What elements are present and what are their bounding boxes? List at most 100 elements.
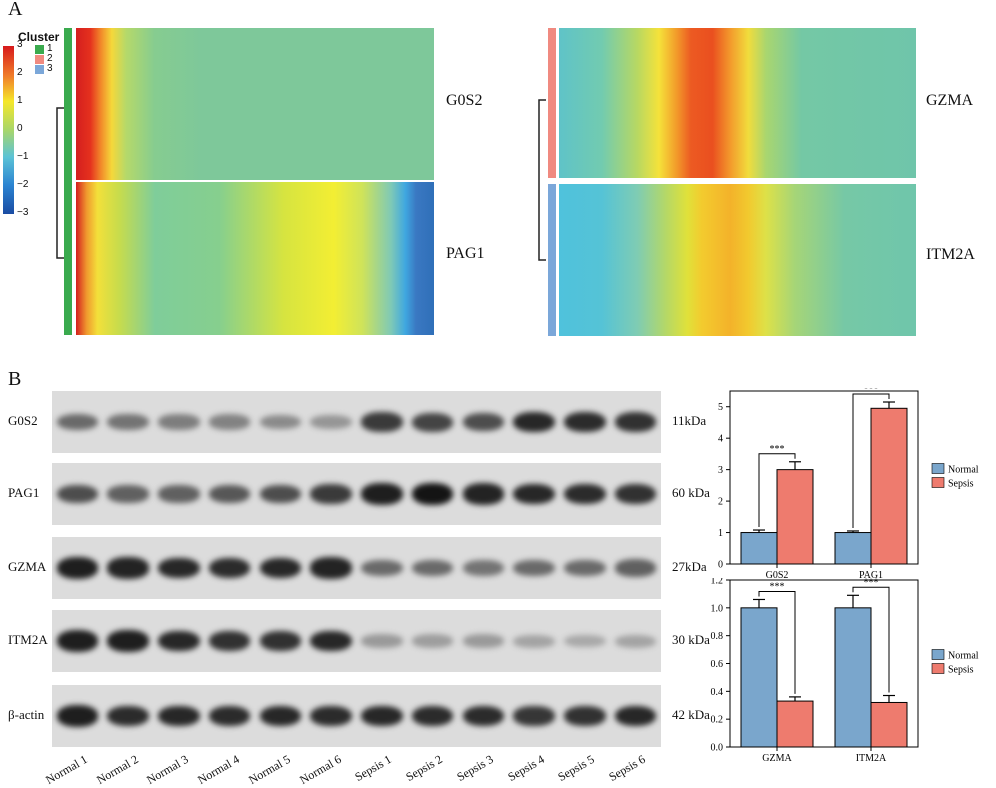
lane-label: Sepsis 6: [606, 752, 648, 784]
blot-band: [158, 557, 200, 579]
blot-band: [208, 485, 251, 503]
color-scale-tick: 2: [17, 67, 23, 78]
lane-label: Sepsis 2: [403, 752, 445, 784]
lane-label: Normal 4: [195, 752, 242, 787]
right-gene-label-2: ITM2A: [926, 246, 975, 263]
blot-kda-label: 30 kDa: [672, 632, 710, 647]
color-scale-bar: [3, 46, 14, 214]
blot-band: [513, 411, 555, 433]
blot-band: [158, 705, 200, 727]
blot-band: [361, 412, 403, 432]
y-tick-label: 0: [718, 560, 723, 571]
bar: [834, 607, 872, 748]
y-tick-label: 0.2: [711, 715, 724, 726]
y-tick-label: 4: [718, 434, 723, 445]
blot-band: [158, 630, 200, 652]
blot-band: [107, 630, 149, 652]
significance-label: ***: [770, 581, 785, 592]
significance-bracket: [758, 590, 796, 694]
significance-label: ***: [864, 388, 879, 395]
blot-band: [411, 559, 454, 577]
lane-label: Sepsis 1: [352, 752, 394, 784]
cluster-swatch: [35, 65, 44, 74]
blot-band: [208, 705, 251, 727]
lane-label: Normal 5: [245, 752, 293, 787]
blot-band: [462, 412, 505, 432]
blot-strip: [52, 610, 661, 672]
bar-chart-gzma-itm2a: 0.0 0.2 0.4 0.6 0.8 1.0 1.2 *** GZMA *** ITM2A Norm…: [711, 578, 979, 764]
blot-band: [564, 705, 606, 727]
blot-kda-label: 42 kDa: [672, 707, 710, 722]
y-tick-label: 1: [718, 528, 723, 539]
bar-chart-g0s2-pag1: 0 1 2 3 4 5 *** G0S2 *** PAG1 Normal Sepsis: [718, 388, 979, 578]
blot-band: [361, 705, 403, 727]
blot-band: [56, 630, 99, 652]
color-scale-tick: 1: [17, 95, 23, 106]
legend-swatch: [931, 663, 945, 674]
blot-band: [361, 483, 403, 505]
blot-band: [614, 411, 657, 433]
blot-band: [513, 634, 555, 648]
blot-band: [158, 414, 200, 430]
legend-label: Sepsis: [948, 479, 974, 490]
lane-label: Normal 1: [42, 752, 90, 787]
right-gene-label-1: GZMA: [926, 92, 974, 109]
x-tick-label: G0S2: [766, 570, 789, 578]
cluster-legend-title: Cluster: [18, 30, 60, 44]
blot-band: [56, 705, 99, 727]
bar: [834, 532, 872, 565]
blot-band: [361, 559, 403, 577]
y-tick-label: 2: [718, 497, 723, 508]
y-tick-label: 0.8: [711, 631, 724, 642]
blot-strip: [52, 685, 661, 747]
left-gene-label-1: G0S2: [446, 92, 483, 109]
blot-band: [614, 483, 657, 505]
blot-band: [614, 705, 657, 727]
bar: [740, 532, 778, 565]
right-cluster-bar-2: [548, 28, 556, 178]
y-tick-label: 0.0: [711, 743, 724, 754]
legend-swatch: [931, 463, 945, 474]
blot-band: [259, 484, 302, 504]
legend-swatch: [931, 649, 945, 660]
x-tick-label: ITM2A: [856, 753, 887, 764]
bar: [740, 607, 778, 748]
lane-label: Normal 3: [144, 752, 191, 787]
blot-band: [310, 484, 352, 504]
blot-protein-label: PAG1: [8, 485, 40, 500]
blot-band: [158, 485, 200, 503]
blot-band: [107, 705, 149, 727]
cluster-swatch-label: 2: [47, 53, 53, 64]
left-dendrogram: [56, 107, 64, 259]
blot-band: [208, 414, 251, 430]
plot-frame: [729, 390, 919, 565]
blot-band: [411, 483, 454, 505]
blot-band: [259, 705, 302, 727]
bar: [776, 469, 814, 565]
heatmap-row-itm2a: [559, 184, 916, 336]
blot-band: [107, 557, 149, 579]
blot-band: [361, 634, 403, 648]
blot-band: [208, 557, 251, 579]
bar: [776, 700, 814, 748]
blot-band: [310, 630, 352, 652]
blot-band: [462, 634, 505, 648]
blot-band: [564, 634, 606, 648]
y-tick-label: 3: [718, 465, 723, 476]
blot-band: [259, 557, 302, 579]
lane-label: Sepsis 3: [454, 752, 496, 784]
right-dendrogram: [538, 99, 546, 261]
bar: [870, 701, 908, 748]
blot-kda-label: 11kDa: [672, 413, 707, 428]
blot-band: [259, 414, 302, 430]
significance-bracket: [758, 453, 796, 528]
blot-kda-label: 60 kDa: [672, 485, 710, 500]
legend-label: Normal: [948, 651, 979, 662]
lane-label: Sepsis 5: [555, 752, 597, 784]
blot-band: [259, 630, 302, 652]
lane-label: Normal 6: [296, 752, 344, 787]
significance-bracket: [852, 586, 890, 693]
blot-band: [411, 634, 454, 648]
blot-band: [513, 559, 555, 577]
bar: [870, 407, 908, 565]
